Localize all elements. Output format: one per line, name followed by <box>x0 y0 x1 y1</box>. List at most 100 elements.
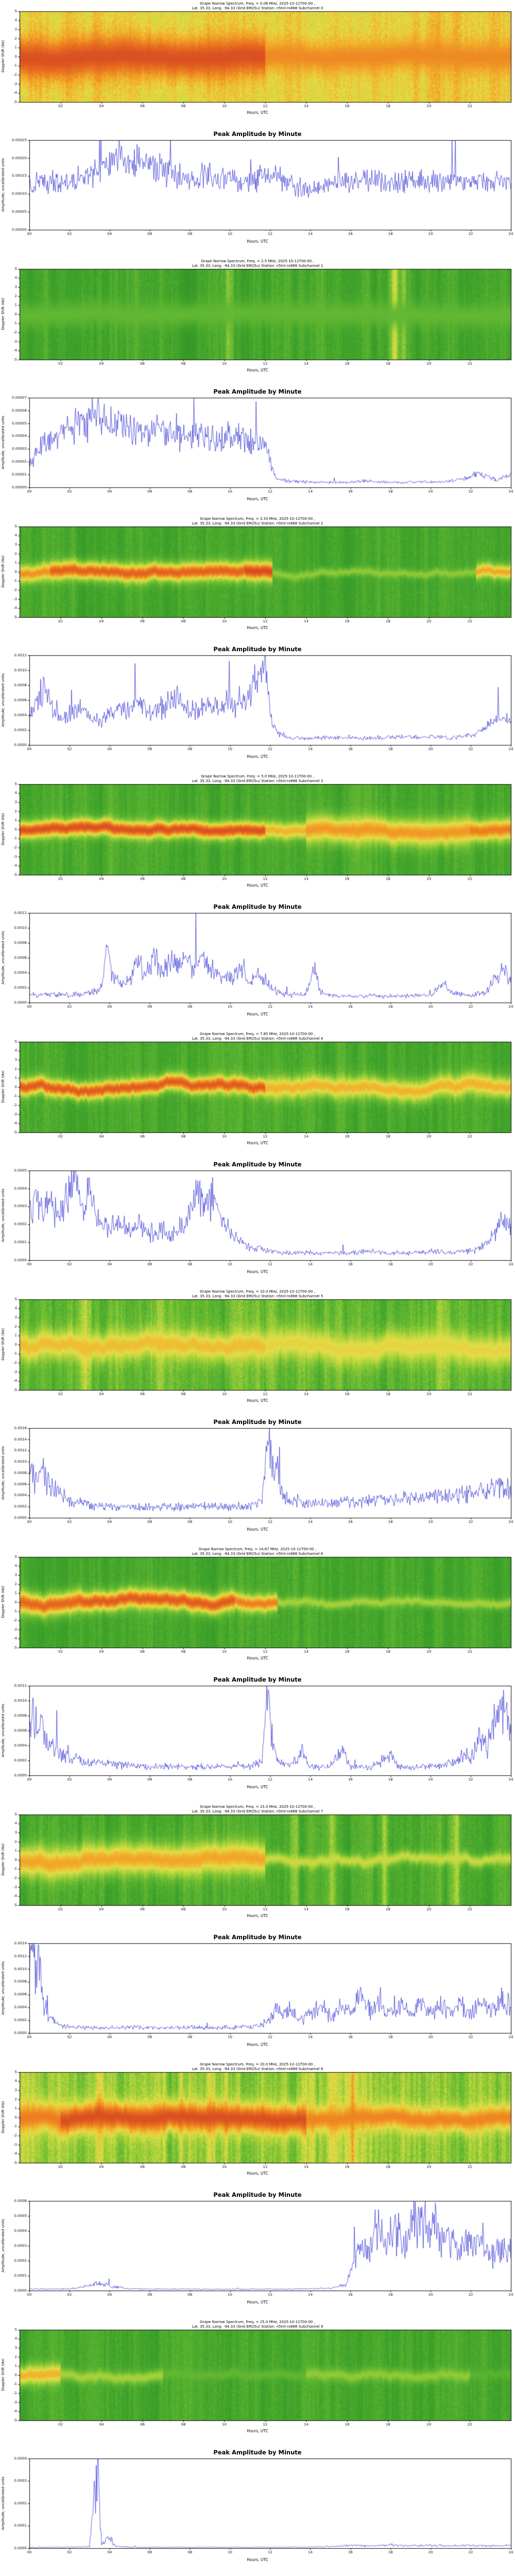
figure-spectrogram-subchannel-8: Grape Narrow Spectrum, Freq. = 20.0 MHz,… <box>0 2061 515 2190</box>
y-axis-label-text: Amplitude, uncalibrated units <box>1 1961 5 2015</box>
chart-title: Grape Narrow Spectrum, Freq. = 5.0 MHz, … <box>201 774 314 778</box>
chart-title: Peak Amplitude by Minute <box>213 2191 302 2198</box>
chart-title: Peak Amplitude by Minute <box>213 1676 302 1683</box>
x-axis-label: Hours, UTC <box>247 1527 268 1532</box>
y-axis-label-text: Doppler Shift (Hz) <box>1 812 5 845</box>
figure-spectrogram-subchannel-3: Grape Narrow Spectrum, Freq. = 5.0 MHz, … <box>0 773 515 902</box>
x-axis-label: Hours, UTC <box>247 625 268 630</box>
spectrogram-plot-canvas <box>0 515 515 644</box>
figure-amplitude-subchannel-0: Peak Amplitude by Minute Amplitude, uncal… <box>0 129 515 258</box>
chart-title: Peak Amplitude by Minute <box>213 388 302 395</box>
amplitude-plot-canvas <box>0 386 515 515</box>
y-axis-label-text: Doppler Shift (Hz) <box>1 2100 5 2133</box>
y-axis-label: Amplitude, uncalibrated units <box>0 912 6 1004</box>
figure-amplitude-subchannel-4: Peak Amplitude by Minute Amplitude, uncal… <box>0 1159 515 1288</box>
y-axis-label-text: Doppler Shift (Hz) <box>1 297 5 330</box>
x-axis-label: Hours, UTC <box>247 239 268 244</box>
x-axis-label: Hours, UTC <box>247 1398 268 1403</box>
chart-subtitle: Lat. 35.33, Long. -94.33 (Grid EM25u) St… <box>192 2325 323 2329</box>
figure-spectrogram-subchannel-7: Grape Narrow Spectrum, Freq. = 15.0 MHz,… <box>0 1803 515 1932</box>
figure-spectrogram-subchannel-4: Grape Narrow Spectrum, Freq. = 7.85 MHz,… <box>0 1030 515 1159</box>
chart-title: Peak Amplitude by Minute <box>213 130 302 138</box>
x-axis-label: Hours, UTC <box>247 2429 268 2433</box>
x-axis-label: Hours, UTC <box>247 1913 268 1918</box>
y-axis-label-text: Amplitude, uncalibrated units <box>1 1704 5 1757</box>
y-axis-label: Amplitude, uncalibrated units <box>0 1942 6 2034</box>
chart-title: Peak Amplitude by Minute <box>213 2449 302 2456</box>
x-axis-label: Hours, UTC <box>247 2171 268 2176</box>
y-axis-label: Doppler Shift (Hz) <box>0 1556 6 1648</box>
y-axis-label-text: Doppler Shift (Hz) <box>1 40 5 73</box>
figure-spectrogram-subchannel-9: Grape Narrow Spectrum, Freq. = 25.0 MHz,… <box>0 2318 515 2447</box>
y-axis-label: Doppler Shift (Hz) <box>0 2329 6 2420</box>
y-axis-label: Doppler Shift (Hz) <box>0 2071 6 2163</box>
chart-subtitle: Lat. 35.33, Long. -94.33 (Grid EM25u) St… <box>192 779 323 783</box>
x-axis-label: Hours, UTC <box>247 2042 268 2047</box>
chart-subtitle: Lat. 35.33, Long. -94.33 (Grid EM25u) St… <box>192 1037 323 1041</box>
chart-title: Peak Amplitude by Minute <box>213 1418 302 1426</box>
amplitude-plot-canvas <box>0 1932 515 2061</box>
figure-amplitude-subchannel-5: Peak Amplitude by Minute Amplitude, uncal… <box>0 1417 515 1546</box>
y-axis-label: Doppler Shift (Hz) <box>0 10 6 102</box>
chart-subtitle: Lat. 35.33, Long. -94.33 (Grid EM25u) St… <box>192 521 323 526</box>
chart-title: Grape Narrow Spectrum, Freq. = 0.06 MHz,… <box>200 2 315 6</box>
y-axis-label-text: Amplitude, uncalibrated units <box>1 931 5 985</box>
y-axis-label: Amplitude, uncalibrated units <box>0 397 6 488</box>
spectrogram-plot-canvas <box>0 773 515 902</box>
amplitude-plot-canvas <box>0 1159 515 1288</box>
spectrogram-plot-canvas <box>0 1288 515 1417</box>
y-axis-label: Amplitude, uncalibrated units <box>0 1427 6 1519</box>
y-axis-label-text: Doppler Shift (Hz) <box>1 1843 5 1876</box>
x-axis-label: Hours, UTC <box>247 1785 268 1789</box>
figure-amplitude-subchannel-7: Peak Amplitude by Minute Amplitude, uncal… <box>0 1932 515 2061</box>
y-axis-label: Amplitude, uncalibrated units <box>0 654 6 746</box>
amplitude-plot-canvas <box>0 1674 515 1803</box>
figure-amplitude-subchannel-6: Peak Amplitude by Minute Amplitude, uncal… <box>0 1674 515 1803</box>
y-axis-label-text: Doppler Shift (Hz) <box>1 1070 5 1103</box>
figure-spectrogram-subchannel-1: Grape Narrow Spectrum, Freq. = 2.5 MHz, … <box>0 258 515 386</box>
y-axis-label: Amplitude, uncalibrated units <box>0 2458 6 2549</box>
spectrogram-plot-canvas <box>0 1803 515 1932</box>
spectrogram-plot-canvas <box>0 1546 515 1674</box>
x-axis-label: Hours, UTC <box>247 1656 268 1660</box>
chart-title: Peak Amplitude by Minute <box>213 903 302 910</box>
spectrogram-plot-canvas <box>0 0 515 129</box>
x-axis-label: Hours, UTC <box>247 883 268 888</box>
figure-spectrogram-subchannel-2: Grape Narrow Spectrum, Freq. = 3.33 MHz,… <box>0 515 515 644</box>
amplitude-plot-canvas <box>0 902 515 1030</box>
chart-subtitle: Lat. 35.33, Long. -94.33 (Grid EM25u) St… <box>192 1552 323 1556</box>
y-axis-label: Amplitude, uncalibrated units <box>0 139 6 231</box>
chart-subtitle: Lat. 35.33, Long. -94.33 (Grid EM25u) St… <box>192 2067 323 2071</box>
y-axis-label: Doppler Shift (Hz) <box>0 526 6 617</box>
spectrogram-plot-canvas <box>0 1030 515 1159</box>
y-axis-label: Amplitude, uncalibrated units <box>0 1685 6 1776</box>
x-axis-label: Hours, UTC <box>247 497 268 501</box>
chart-title: Peak Amplitude by Minute <box>213 1934 302 1941</box>
chart-title: Peak Amplitude by Minute <box>213 646 302 653</box>
y-axis-label-text: Amplitude, uncalibrated units <box>1 1446 5 1500</box>
figure-amplitude-subchannel-1: Peak Amplitude by Minute Amplitude, uncal… <box>0 386 515 515</box>
chart-title: Grape Narrow Spectrum, Freq. = 7.85 MHz,… <box>200 1032 315 1036</box>
figure-spectrogram-subchannel-0: Grape Narrow Spectrum, Freq. = 0.06 MHz,… <box>0 0 515 129</box>
x-axis-label: Hours, UTC <box>247 754 268 759</box>
amplitude-plot-canvas <box>0 129 515 258</box>
y-axis-label-text: Amplitude, uncalibrated units <box>1 158 5 212</box>
y-axis-label-text: Amplitude, uncalibrated units <box>1 673 5 727</box>
chart-title: Grape Narrow Spectrum, Freq. = 25.0 MHz,… <box>200 2320 315 2324</box>
y-axis-label-text: Amplitude, uncalibrated units <box>1 416 5 469</box>
chart-title: Grape Narrow Spectrum, Freq. = 2.5 MHz, … <box>201 259 314 263</box>
y-axis-label-text: Doppler Shift (Hz) <box>1 1585 5 1618</box>
amplitude-plot-canvas <box>0 2190 515 2318</box>
y-axis-label-text: Amplitude, uncalibrated units <box>1 2477 5 2530</box>
x-axis-label: Hours, UTC <box>247 368 268 372</box>
y-axis-label-text: Doppler Shift (Hz) <box>1 1328 5 1361</box>
y-axis-label-text: Amplitude, uncalibrated units <box>1 1189 5 1242</box>
chart-title: Grape Narrow Spectrum, Freq. = 10.0 MHz,… <box>200 1290 315 1294</box>
figure-amplitude-subchannel-3: Peak Amplitude by Minute Amplitude, uncal… <box>0 902 515 1030</box>
figure-spectrogram-subchannel-5: Grape Narrow Spectrum, Freq. = 10.0 MHz,… <box>0 1288 515 1417</box>
x-axis-label: Hours, UTC <box>247 2557 268 2562</box>
y-axis-label: Doppler Shift (Hz) <box>0 1814 6 1905</box>
x-axis-label: Hours, UTC <box>247 1012 268 1016</box>
y-axis-label-text: Amplitude, uncalibrated units <box>1 2219 5 2273</box>
